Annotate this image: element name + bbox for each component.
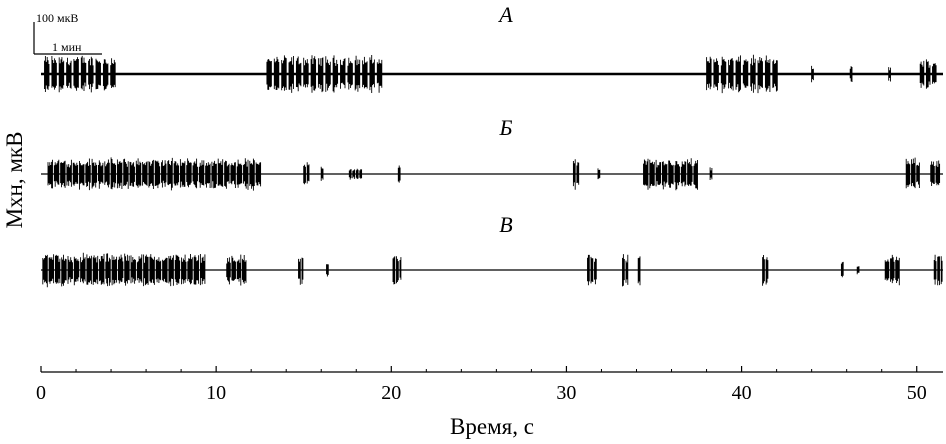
burst-path <box>840 261 844 278</box>
emg-burst <box>709 167 713 180</box>
emg-burst <box>320 166 324 181</box>
emg-burst <box>622 254 629 287</box>
burst-path <box>572 159 580 190</box>
burst-path <box>706 54 778 94</box>
burst-path <box>44 55 116 93</box>
trace-a <box>41 54 943 94</box>
emg-burst <box>397 165 401 183</box>
burst-path <box>597 168 601 180</box>
emg-burst <box>762 255 769 286</box>
emg-burst <box>643 158 698 191</box>
x-tick-label: 20 <box>381 382 401 404</box>
panel-label-b: Б <box>499 115 513 140</box>
burst-path <box>884 254 900 286</box>
panel-label-v: В <box>499 212 512 237</box>
emg-burst <box>572 159 580 190</box>
x-tick-label: 10 <box>206 382 226 404</box>
x-tick-label: 50 <box>907 382 927 404</box>
burst-path <box>266 55 383 93</box>
burst-path <box>888 67 891 82</box>
emg-burst <box>42 252 206 288</box>
burst-path <box>930 160 941 186</box>
burst-path <box>348 168 363 180</box>
emg-burst <box>348 168 363 180</box>
burst-path <box>397 165 401 183</box>
emg-burst <box>44 55 116 93</box>
emg-burst <box>47 157 262 191</box>
emg-burst <box>706 54 778 94</box>
burst-path <box>849 66 853 82</box>
emg-burst <box>266 55 383 93</box>
y-axis-label: Мхн, мкВ <box>2 132 27 229</box>
burst-path <box>811 65 814 83</box>
burst-path <box>622 254 629 287</box>
scale-time-label: 1 мин <box>52 40 82 54</box>
emg-burst <box>930 160 941 186</box>
emg-burst <box>392 256 402 285</box>
x-axis-label: Время, с <box>450 414 534 439</box>
emg-burst <box>884 254 900 286</box>
burst-path <box>709 167 713 180</box>
burst-path <box>298 257 304 285</box>
emg-burst <box>919 59 937 89</box>
emg-burst <box>849 66 853 82</box>
burst-path <box>303 162 310 185</box>
burst-path <box>637 256 641 286</box>
panel-label-a: А <box>497 2 513 27</box>
burst-path <box>47 157 262 191</box>
x-tick-label: 0 <box>36 382 46 404</box>
emg-burst <box>888 67 891 82</box>
emg-burst <box>303 162 310 185</box>
scale-bar: 100 мкВ 1 мин <box>33 11 102 55</box>
burst-path <box>919 59 937 89</box>
emg-burst <box>856 266 860 275</box>
trace-v <box>41 252 943 288</box>
scale-amplitude-label: 100 мкВ <box>36 11 78 25</box>
x-tick-label: 40 <box>732 382 752 404</box>
trace-b <box>41 157 943 191</box>
emg-burst <box>811 65 814 83</box>
burst-path <box>326 264 329 277</box>
emg-burst <box>298 257 304 285</box>
burst-path <box>856 266 860 275</box>
emg-burst <box>587 254 597 286</box>
burst-path <box>762 255 769 286</box>
burst-path <box>587 254 597 286</box>
x-axis: 0 10 20 30 40 50 <box>36 366 943 404</box>
emg-burst <box>326 264 329 277</box>
burst-path <box>933 254 943 286</box>
emg-burst <box>933 254 943 286</box>
burst-path <box>226 254 247 286</box>
burst-path <box>905 157 920 189</box>
emg-burst <box>905 157 920 189</box>
burst-path <box>320 166 324 181</box>
burst-path <box>392 256 402 285</box>
x-tick-label: 30 <box>556 382 576 404</box>
emg-burst <box>597 168 601 180</box>
emg-burst <box>637 256 641 286</box>
emg-burst <box>840 261 844 278</box>
emg-burst <box>226 254 247 286</box>
burst-path <box>42 252 206 288</box>
burst-path <box>643 158 698 191</box>
